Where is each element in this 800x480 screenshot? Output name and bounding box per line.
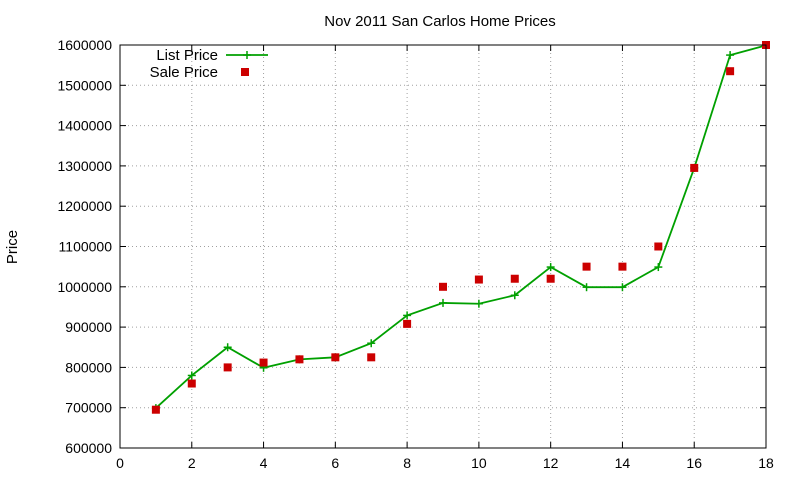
x-tick-label: 0 <box>116 455 124 471</box>
x-tick-label: 2 <box>188 455 196 471</box>
sale-price-point <box>295 355 304 364</box>
sale-price-point <box>474 275 483 284</box>
sale-price-point <box>403 319 412 328</box>
y-tick-label: 900000 <box>65 319 112 335</box>
axis-ticks: 0 2 4 6 8 10 12 14 16 18 600000 700000 800000 900000 1… <box>57 37 774 471</box>
list-price-point <box>439 298 447 307</box>
y-tick-label: 1200000 <box>57 198 112 214</box>
sale-price-point <box>439 282 447 291</box>
grid-lines <box>120 45 766 448</box>
sale-price-point <box>582 262 591 271</box>
y-tick-label: 700000 <box>65 400 112 416</box>
x-tick-label: 10 <box>471 455 487 471</box>
x-tick-label: 6 <box>331 455 339 471</box>
list-price-point <box>510 291 519 300</box>
list-price-point <box>618 283 627 292</box>
x-tick-label: 12 <box>543 455 559 471</box>
series-0 <box>151 41 770 413</box>
sale-price-point <box>223 363 232 372</box>
y-tick-label: 1400000 <box>57 118 112 134</box>
list-price-point <box>474 299 483 308</box>
y-tick-label: 800000 <box>65 359 112 375</box>
x-tick-label: 16 <box>686 455 702 471</box>
x-tick-label: 4 <box>260 455 268 471</box>
sale-price-point <box>259 358 268 367</box>
sale-price-point <box>151 405 160 414</box>
y-tick-label: 600000 <box>65 440 112 456</box>
sale-price-point <box>726 67 735 76</box>
legend-marker-sample <box>241 68 249 76</box>
x-tick-label: 18 <box>758 455 774 471</box>
list-price-point <box>546 263 555 272</box>
list-price-point <box>243 51 251 59</box>
list-price-point <box>582 283 591 292</box>
legend-entry: Sale Price <box>150 64 249 81</box>
legend-entry: List Price <box>156 47 268 64</box>
list-price-point <box>367 339 376 348</box>
sale-price-point <box>690 163 699 172</box>
legend-label: List Price <box>156 47 218 64</box>
legend-label: Sale Price <box>150 64 218 81</box>
y-axis-label: Price <box>4 230 21 264</box>
sale-price-point <box>654 242 663 251</box>
plot-frame <box>119 44 767 449</box>
sale-price-point <box>187 379 196 388</box>
list-price-point <box>223 343 232 352</box>
list-price-point <box>403 311 412 320</box>
list-price-line <box>155 44 767 409</box>
list-price-point <box>187 371 196 380</box>
y-tick-label: 1000000 <box>57 279 112 295</box>
x-tick-label: 8 <box>403 455 411 471</box>
y-tick-label: 1100000 <box>59 239 113 255</box>
sale-price-point <box>367 353 376 362</box>
y-tick-label: 1500000 <box>57 77 112 93</box>
y-tick-label: 1600000 <box>57 37 112 53</box>
y-tick-label: 1300000 <box>57 158 112 174</box>
sale-price-point <box>618 262 627 271</box>
x-tick-label: 14 <box>615 455 631 471</box>
series-layer <box>151 41 770 414</box>
sale-price-point <box>331 353 340 362</box>
chart-title: Nov 2011 San Carlos Home Prices <box>324 13 556 30</box>
sale-price-point <box>546 274 555 283</box>
sale-price-point <box>510 274 519 283</box>
list-price-point <box>654 263 663 272</box>
list-price-point <box>726 51 735 60</box>
